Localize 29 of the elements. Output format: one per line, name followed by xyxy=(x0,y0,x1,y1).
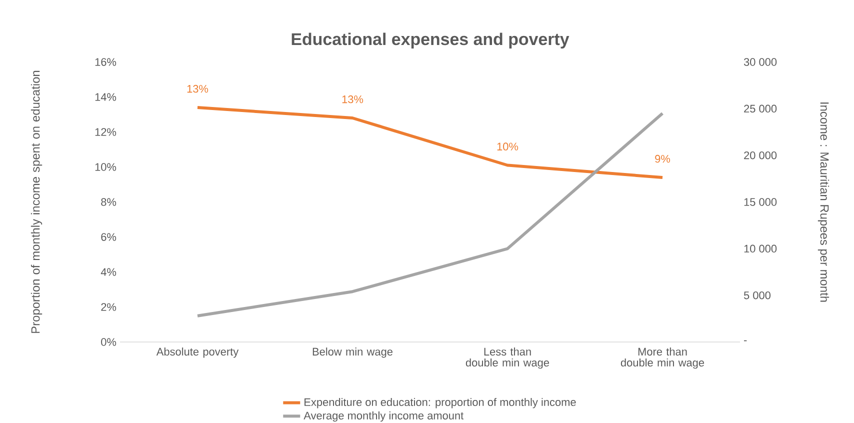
x-tick-label: Below min wage xyxy=(312,348,392,358)
y-tick-label: 8% xyxy=(101,198,116,206)
y-axis-title: Proportion of monthly income spent on education xyxy=(30,70,42,333)
y2-tick-label: 20 000 xyxy=(744,151,777,160)
x-tick-label: Less than double min wage xyxy=(466,348,550,369)
y2-tick-label: 10 000 xyxy=(744,244,777,253)
y2-tick-label: - xyxy=(744,340,747,342)
legend-label: Expenditure on education: proportion of monthly income xyxy=(304,398,576,408)
x-tick-label: Absolute poverty xyxy=(156,348,239,358)
y-tick-label: 2% xyxy=(101,303,116,311)
legend-label: Average monthly income amount xyxy=(304,411,464,422)
y2-axis-title: Income : Mauritian Rupees per month xyxy=(818,102,830,302)
y2-tick-label: 25 000 xyxy=(744,104,777,113)
x-tick-label: More than double min wage xyxy=(620,348,704,369)
y-tick-label: 16% xyxy=(95,58,116,66)
y-tick-label: 0% xyxy=(101,338,116,346)
data-label: 13% xyxy=(342,95,364,104)
y-tick-label: 10% xyxy=(95,163,116,171)
data-label: 9% xyxy=(655,154,670,163)
y2-tick-label: 30 000 xyxy=(744,58,777,66)
y-tick-label: 4% xyxy=(100,268,116,276)
chart-title: Educational expenses and poverty xyxy=(292,32,570,48)
y-tick-label: 12% xyxy=(95,128,116,136)
data-label: 13% xyxy=(187,84,208,93)
y-tick-label: 14% xyxy=(95,93,116,101)
data-label: 10% xyxy=(497,142,518,150)
y-tick-label: 6% xyxy=(101,233,116,241)
y2-tick-label: 15 000 xyxy=(744,198,777,206)
y2-tick-label: 5 000 xyxy=(744,291,770,300)
